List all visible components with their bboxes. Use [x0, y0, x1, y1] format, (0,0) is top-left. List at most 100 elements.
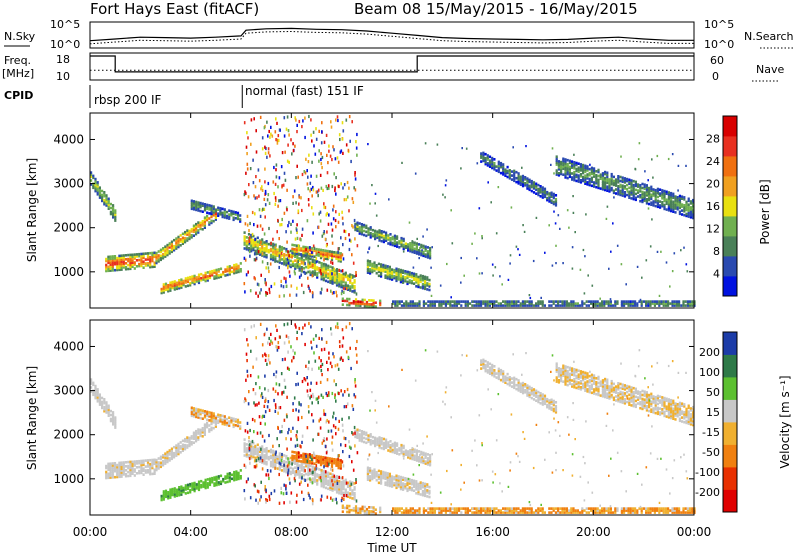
- power-cell: [206, 214, 209, 218]
- power-cell: [261, 260, 264, 264]
- power-cell: [573, 161, 576, 164]
- power-cell: [641, 186, 644, 190]
- power-cell: [664, 304, 667, 307]
- power-cell: [343, 183, 346, 187]
- velocity-cell: [546, 405, 549, 409]
- power-cell: [331, 270, 334, 273]
- velocity-cell: [112, 411, 115, 414]
- cpid-label: CPID: [4, 89, 33, 102]
- power-cell: [322, 188, 324, 192]
- power-cell: [691, 202, 693, 205]
- power-cell: [654, 188, 657, 192]
- power-cell: [359, 300, 362, 304]
- power-cell: [478, 272, 481, 275]
- power-cell: [460, 304, 463, 307]
- velocity-cell: [278, 466, 281, 469]
- velocity-cell: [294, 474, 297, 477]
- power-cell: [402, 250, 405, 253]
- power-cell: [138, 264, 141, 268]
- velocity-cell: [528, 395, 531, 399]
- velocity-cell: [101, 404, 104, 408]
- power-cell: [450, 296, 452, 299]
- power-cell: [269, 247, 273, 251]
- velocity-cell: [327, 479, 330, 483]
- power-cell: [607, 304, 610, 307]
- noise-right-tick-bottom: 10^0: [704, 38, 734, 51]
- velocity-cell: [122, 469, 125, 472]
- velocity-cell: [307, 469, 310, 473]
- velocity-cell: [265, 455, 268, 458]
- power-cell: [548, 194, 551, 197]
- power-cell: [667, 203, 670, 206]
- power-cell: [190, 207, 193, 211]
- power-cell: [461, 147, 463, 150]
- power-cell: [133, 255, 136, 258]
- power-cell: [261, 147, 264, 151]
- power-cell: [352, 300, 355, 303]
- velocity-cell: [619, 396, 622, 400]
- power-cell: [394, 302, 397, 305]
- velocity-cell: [201, 431, 204, 434]
- power-cell: [197, 273, 201, 277]
- velocity-cell: [606, 396, 609, 399]
- power-cell: [320, 272, 322, 276]
- velocity-cell: [422, 459, 425, 463]
- velocity-cell: [138, 469, 141, 473]
- velocity-cell: [380, 438, 383, 442]
- power-cell: [654, 190, 657, 194]
- power-cell: [353, 275, 356, 278]
- power-cell: [656, 154, 659, 158]
- power-cell: [508, 173, 511, 176]
- power-cell: [307, 187, 309, 191]
- power-cell: [519, 179, 522, 182]
- power-cell: [169, 283, 172, 286]
- power-cell: [680, 304, 683, 307]
- power-cell: [574, 231, 576, 234]
- power-cell: [322, 266, 325, 270]
- power-cell: [307, 284, 310, 288]
- velocity-cell: [109, 472, 112, 475]
- velocity-cell: [376, 437, 379, 440]
- power-cell: [295, 228, 298, 232]
- power-cell: [321, 234, 324, 238]
- power-cell: [201, 202, 204, 205]
- power-cell: [211, 271, 214, 275]
- power-cell: [671, 304, 674, 307]
- velocity-cell: [424, 456, 427, 459]
- power-cell: [330, 260, 332, 264]
- power-cell: [385, 233, 388, 237]
- power-cell: [491, 300, 494, 303]
- velocity-cell: [388, 478, 391, 482]
- velocity-cell: [382, 445, 385, 449]
- velocity-cell: [186, 491, 190, 495]
- power-cell: [356, 244, 359, 248]
- velocity-cell: [228, 420, 231, 423]
- velocity-cell: [324, 458, 327, 461]
- velocity-cell: [94, 392, 97, 396]
- velocity-cell: [326, 456, 329, 460]
- velocity-cell: [243, 446, 246, 449]
- power-cell: [319, 219, 322, 223]
- power-cell: [203, 224, 206, 227]
- power-cell: [310, 187, 313, 191]
- velocity-cell: [200, 479, 203, 483]
- velocity-cell: [235, 474, 238, 477]
- velocity-cell: [160, 494, 163, 498]
- power-cell: [678, 194, 681, 198]
- power-cell: [384, 268, 387, 271]
- power-cell: [195, 226, 198, 230]
- power-cell: [577, 174, 580, 177]
- velocity-cell: [201, 409, 204, 412]
- power-cell: [656, 195, 659, 199]
- power-cell: [672, 210, 675, 213]
- power-cell: [560, 162, 563, 166]
- power-cell: [116, 264, 119, 268]
- velocity-cell: [421, 493, 424, 497]
- velocity-cell: [237, 473, 240, 477]
- velocity-cell: [368, 510, 371, 513]
- power-cell: [338, 272, 341, 276]
- power-cell: [127, 253, 130, 257]
- power-cell: [426, 252, 429, 255]
- power-cell: [261, 254, 264, 257]
- power-cell: [424, 281, 427, 285]
